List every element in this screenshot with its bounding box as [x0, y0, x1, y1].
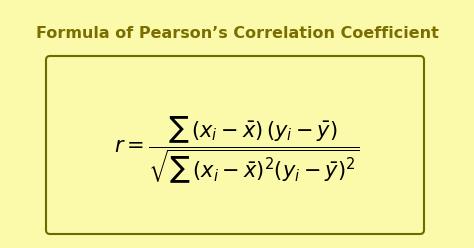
FancyBboxPatch shape: [46, 56, 424, 234]
Text: Formula of Pearson’s Correlation Coefficient: Formula of Pearson’s Correlation Coeffic…: [36, 26, 438, 41]
Text: $r = \dfrac{\sum\,(x_i-\bar{x})\,(y_i - \bar{y})}{\sqrt{\sum\,(x_i-\bar{x})^2(y_: $r = \dfrac{\sum\,(x_i-\bar{x})\,(y_i - …: [114, 114, 360, 186]
